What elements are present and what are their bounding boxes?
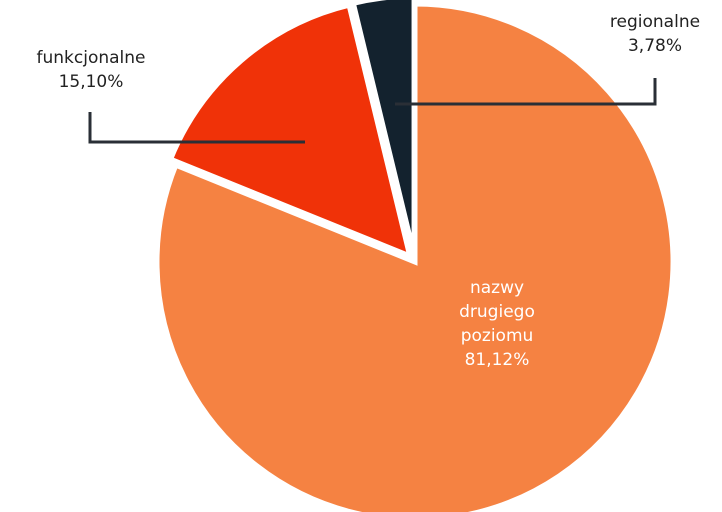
- value-label: 81,12%: [464, 350, 530, 370]
- slice-label: funkcjonalne 15,10%: [12, 46, 170, 94]
- slice-label: regionalne 3,78%: [590, 10, 720, 58]
- category-label: regionalne: [609, 12, 701, 32]
- category-label: nazwy drugiego poziomu: [459, 278, 535, 346]
- pie-slice: [350, 0, 417, 255]
- pie-slice: [154, 1, 676, 512]
- leader-line: [395, 78, 657, 106]
- value-label: 15,10%: [58, 72, 124, 92]
- pie-slice: [167, 2, 414, 261]
- slice-label: nazwy drugiego poziomu 81,12%: [437, 276, 557, 372]
- leader-line: [88, 112, 305, 144]
- category-label: funkcjonalne: [36, 48, 146, 68]
- value-label: 3,78%: [627, 36, 682, 56]
